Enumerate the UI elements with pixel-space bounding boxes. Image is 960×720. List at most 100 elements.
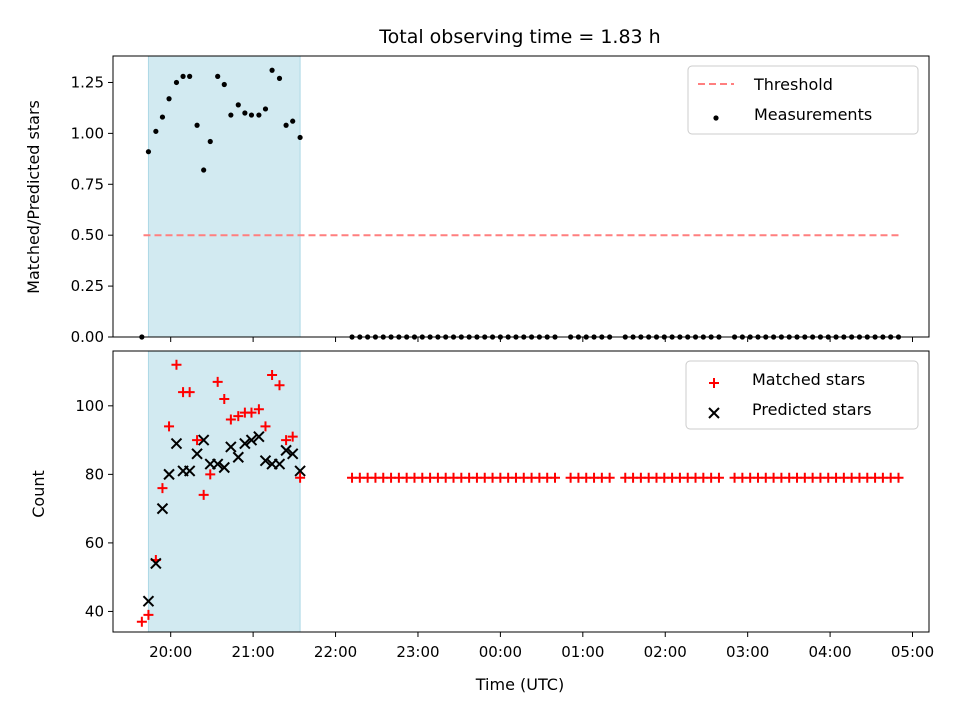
data-point <box>157 483 168 494</box>
series-matched-stars <box>136 359 904 627</box>
data-point <box>171 359 182 370</box>
data-point <box>294 465 306 477</box>
data-point <box>201 167 207 173</box>
data-point <box>191 448 203 460</box>
y-tick-label: 80 <box>85 465 104 483</box>
x-tick-label: 04:00 <box>808 643 851 661</box>
data-point <box>164 421 175 432</box>
series-measurements <box>139 67 902 340</box>
observing-interval-shade <box>147 350 301 633</box>
data-point <box>219 393 230 404</box>
bottom-legend: Matched stars Predicted stars <box>685 360 919 430</box>
plot-frame <box>112 350 930 633</box>
data-point <box>225 414 236 425</box>
x-tick-label: 00:00 <box>479 643 522 661</box>
data-point <box>163 468 175 481</box>
data-point <box>276 75 283 81</box>
data-point <box>194 122 200 128</box>
data-point <box>197 434 210 446</box>
top-panel-ratio: 0.00 0.25 0.50 0.75 1.00 1.25 <box>71 55 930 346</box>
data-point <box>142 595 155 607</box>
y-tick-label: 40 <box>85 602 104 620</box>
data-point <box>192 435 203 446</box>
data-point <box>260 421 271 432</box>
observing-interval-shade <box>147 55 301 338</box>
x-tick-label: 20:00 <box>149 643 192 661</box>
data-point <box>604 472 615 483</box>
data-point <box>170 437 183 450</box>
legend-label: Measurements <box>754 105 872 124</box>
data-point <box>286 448 299 460</box>
top-legend: Threshold Measurements <box>687 65 919 135</box>
legend-label: Predicted stars <box>752 400 872 419</box>
data-point <box>150 557 162 570</box>
data-point <box>550 472 561 483</box>
data-point <box>248 112 255 118</box>
data-point <box>246 407 257 418</box>
data-point <box>267 369 278 380</box>
data-point <box>262 106 269 112</box>
data-point <box>198 489 209 500</box>
y-tick-label: 1.25 <box>71 73 104 91</box>
data-point <box>207 138 213 145</box>
chart-title: Total observing time = 1.83 h <box>378 26 660 48</box>
data-point <box>173 79 180 86</box>
y-tick-label: 0.50 <box>71 226 104 244</box>
data-point <box>259 454 272 467</box>
data-point <box>290 118 296 124</box>
data-point <box>239 437 251 450</box>
legend-label: Threshold <box>753 75 833 94</box>
data-point <box>166 96 172 102</box>
data-point <box>287 431 298 442</box>
data-point <box>215 73 221 79</box>
data-point <box>280 444 292 457</box>
data-point <box>281 435 292 446</box>
data-point <box>269 67 275 73</box>
y-tick-label: 0.75 <box>71 175 104 193</box>
x-tick-label: 03:00 <box>726 643 769 661</box>
x-tick-label: 02:00 <box>644 643 687 661</box>
legend-box <box>685 360 919 430</box>
data-point <box>297 134 303 141</box>
data-point <box>159 114 166 120</box>
data-point <box>180 73 186 79</box>
data-point <box>153 128 159 134</box>
bottom-y-axis-label: Count <box>29 470 48 518</box>
data-point <box>235 102 241 108</box>
data-point <box>295 472 306 483</box>
x-axis-label: Time (UTC) <box>475 675 564 694</box>
legend-label: Matched stars <box>752 370 865 389</box>
data-point <box>211 458 224 470</box>
data-point <box>242 110 248 116</box>
legend-marker-swatch <box>713 115 719 121</box>
legend-marker-swatch <box>709 378 719 388</box>
data-point <box>253 430 265 443</box>
x-tick-label: 21:00 <box>232 643 275 661</box>
x-tick-label: 23:00 <box>396 643 439 661</box>
data-point <box>256 112 262 118</box>
data-point <box>218 461 230 474</box>
y-tick-label: 100 <box>75 397 104 415</box>
x-tick-label: 05:00 <box>891 643 934 661</box>
x-tick-label: 22:00 <box>314 643 357 661</box>
data-point <box>187 73 193 79</box>
data-point <box>283 122 289 128</box>
data-point <box>143 609 154 620</box>
data-point <box>136 616 147 627</box>
data-point <box>225 441 237 453</box>
data-point <box>274 380 285 391</box>
legend-marker-swatch <box>708 407 720 419</box>
data-point <box>183 465 196 477</box>
legend-box <box>687 65 919 135</box>
bottom-panel-count: 40 60 80 100 20:00 21:00 22:00 23:00 00:00 01:00 0… <box>75 350 934 661</box>
data-point <box>221 81 227 88</box>
data-point <box>156 502 169 515</box>
data-point <box>205 469 216 480</box>
data-point <box>253 404 264 415</box>
data-point <box>245 434 258 446</box>
data-point <box>184 387 195 398</box>
data-point <box>233 411 244 422</box>
data-point <box>212 376 223 387</box>
plot-frame <box>112 55 930 338</box>
